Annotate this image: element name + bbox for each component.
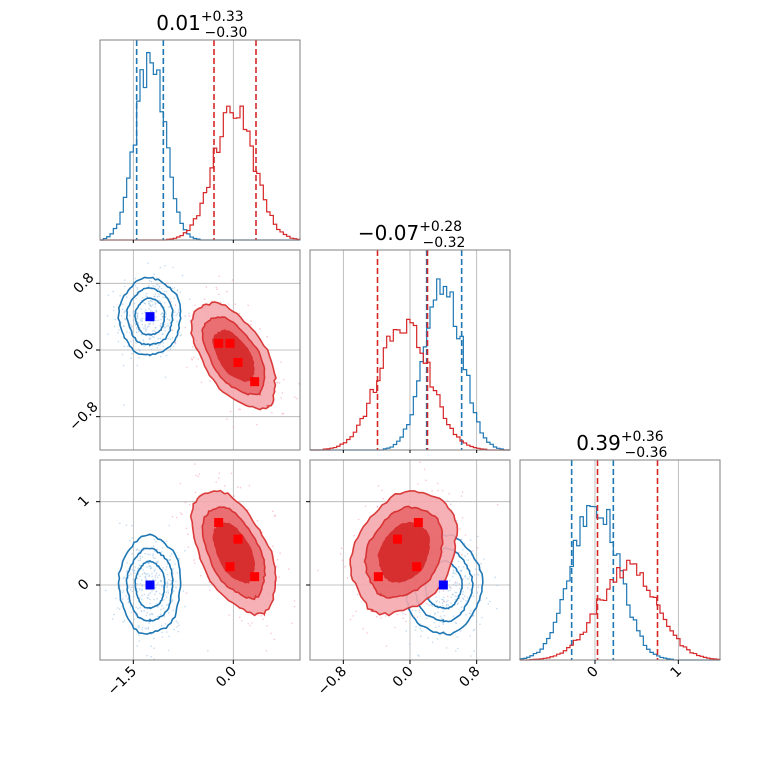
marker-red_marker <box>250 377 260 387</box>
marker-blue_marker <box>145 312 155 322</box>
title-p2-minus: −0.36 <box>625 445 668 461</box>
x-tick-label-p2: 1 <box>668 664 686 682</box>
x-tick-label-p2: 0 <box>584 664 602 682</box>
marker-red_marker <box>233 534 243 544</box>
marker-red_marker <box>393 534 402 544</box>
marker-blue_marker <box>438 580 448 590</box>
samples-blue <box>106 262 198 406</box>
contour-blue-level-0 <box>117 276 182 357</box>
contour-blue-level-1 <box>125 547 174 623</box>
marker-blue_marker <box>145 580 155 590</box>
title-p2-value: 0.39 <box>576 431 621 455</box>
hist-p2-content <box>519 459 721 661</box>
panel-p2-vs-p1 <box>309 459 511 661</box>
marker-red_marker <box>225 338 235 348</box>
histogram-blue-p2 <box>519 505 720 661</box>
y-tick-label-p2: 1 <box>75 493 93 511</box>
marker-red_marker <box>373 572 383 582</box>
frame-g-p2p0 <box>99 459 301 661</box>
title-p0-value: 0.01 <box>156 11 201 35</box>
panel-hist-p2: 0.39+0.36 −0.36 <box>519 429 721 661</box>
histogram-red-p2 <box>520 559 721 661</box>
marker-red_marker <box>233 358 243 367</box>
marker-red_marker <box>214 338 224 348</box>
x-tick-label-p0: −1.5 <box>105 664 140 699</box>
marker-red_marker <box>225 562 235 572</box>
title-p0: 0.01+0.33 <box>156 9 243 35</box>
y-tick-label-p1: 0.8 <box>70 270 97 297</box>
panel-p2-vs-p0 <box>99 459 301 661</box>
marker-red_marker <box>214 518 224 527</box>
title-p0-plus: +0.33 <box>201 9 244 25</box>
marker-red_marker <box>412 562 422 572</box>
title-p1-minus: −0.32 <box>423 235 466 251</box>
histogram-red-p1 <box>310 318 510 451</box>
panel-p1-vs-p0 <box>99 249 301 451</box>
hist-p0-content <box>99 39 301 241</box>
title-p1-value: −0.07 <box>358 221 419 245</box>
x-tick-label-p0: 0.0 <box>213 664 240 691</box>
x-tick-label-p1: 0.0 <box>390 664 417 691</box>
x-tick-label-p1: 0.8 <box>456 664 483 691</box>
contour-blue-level-0 <box>117 533 182 635</box>
contour-blue-level-1 <box>125 287 174 347</box>
title-p1-plus: +0.28 <box>419 219 462 235</box>
y-tick-label-p1: 0.0 <box>70 336 97 363</box>
title-p0-minus: −0.30 <box>205 25 248 41</box>
panel-hist-p0: 0.01+0.33 −0.30 <box>99 9 301 241</box>
contour-red-level-2 <box>212 329 255 383</box>
title-p2: 0.39+0.36 <box>576 429 664 455</box>
marker-red_marker <box>413 518 423 527</box>
x-tick-label-p1: −0.8 <box>315 664 350 699</box>
y-tick-label-p2: 0 <box>75 576 93 594</box>
title-p2-plus: +0.36 <box>621 429 664 445</box>
hist-p1-content <box>309 249 511 451</box>
marker-red_marker <box>250 572 260 582</box>
frame-hist-p0 <box>99 39 301 241</box>
contour-blue-level-2 <box>133 297 166 336</box>
frame-hist-p2 <box>519 459 721 661</box>
contour-blue-level-2 <box>134 559 166 610</box>
panel-hist-p1: −0.07+0.28 −0.32 <box>309 219 511 451</box>
title-p1: −0.07+0.28 <box>358 219 462 245</box>
